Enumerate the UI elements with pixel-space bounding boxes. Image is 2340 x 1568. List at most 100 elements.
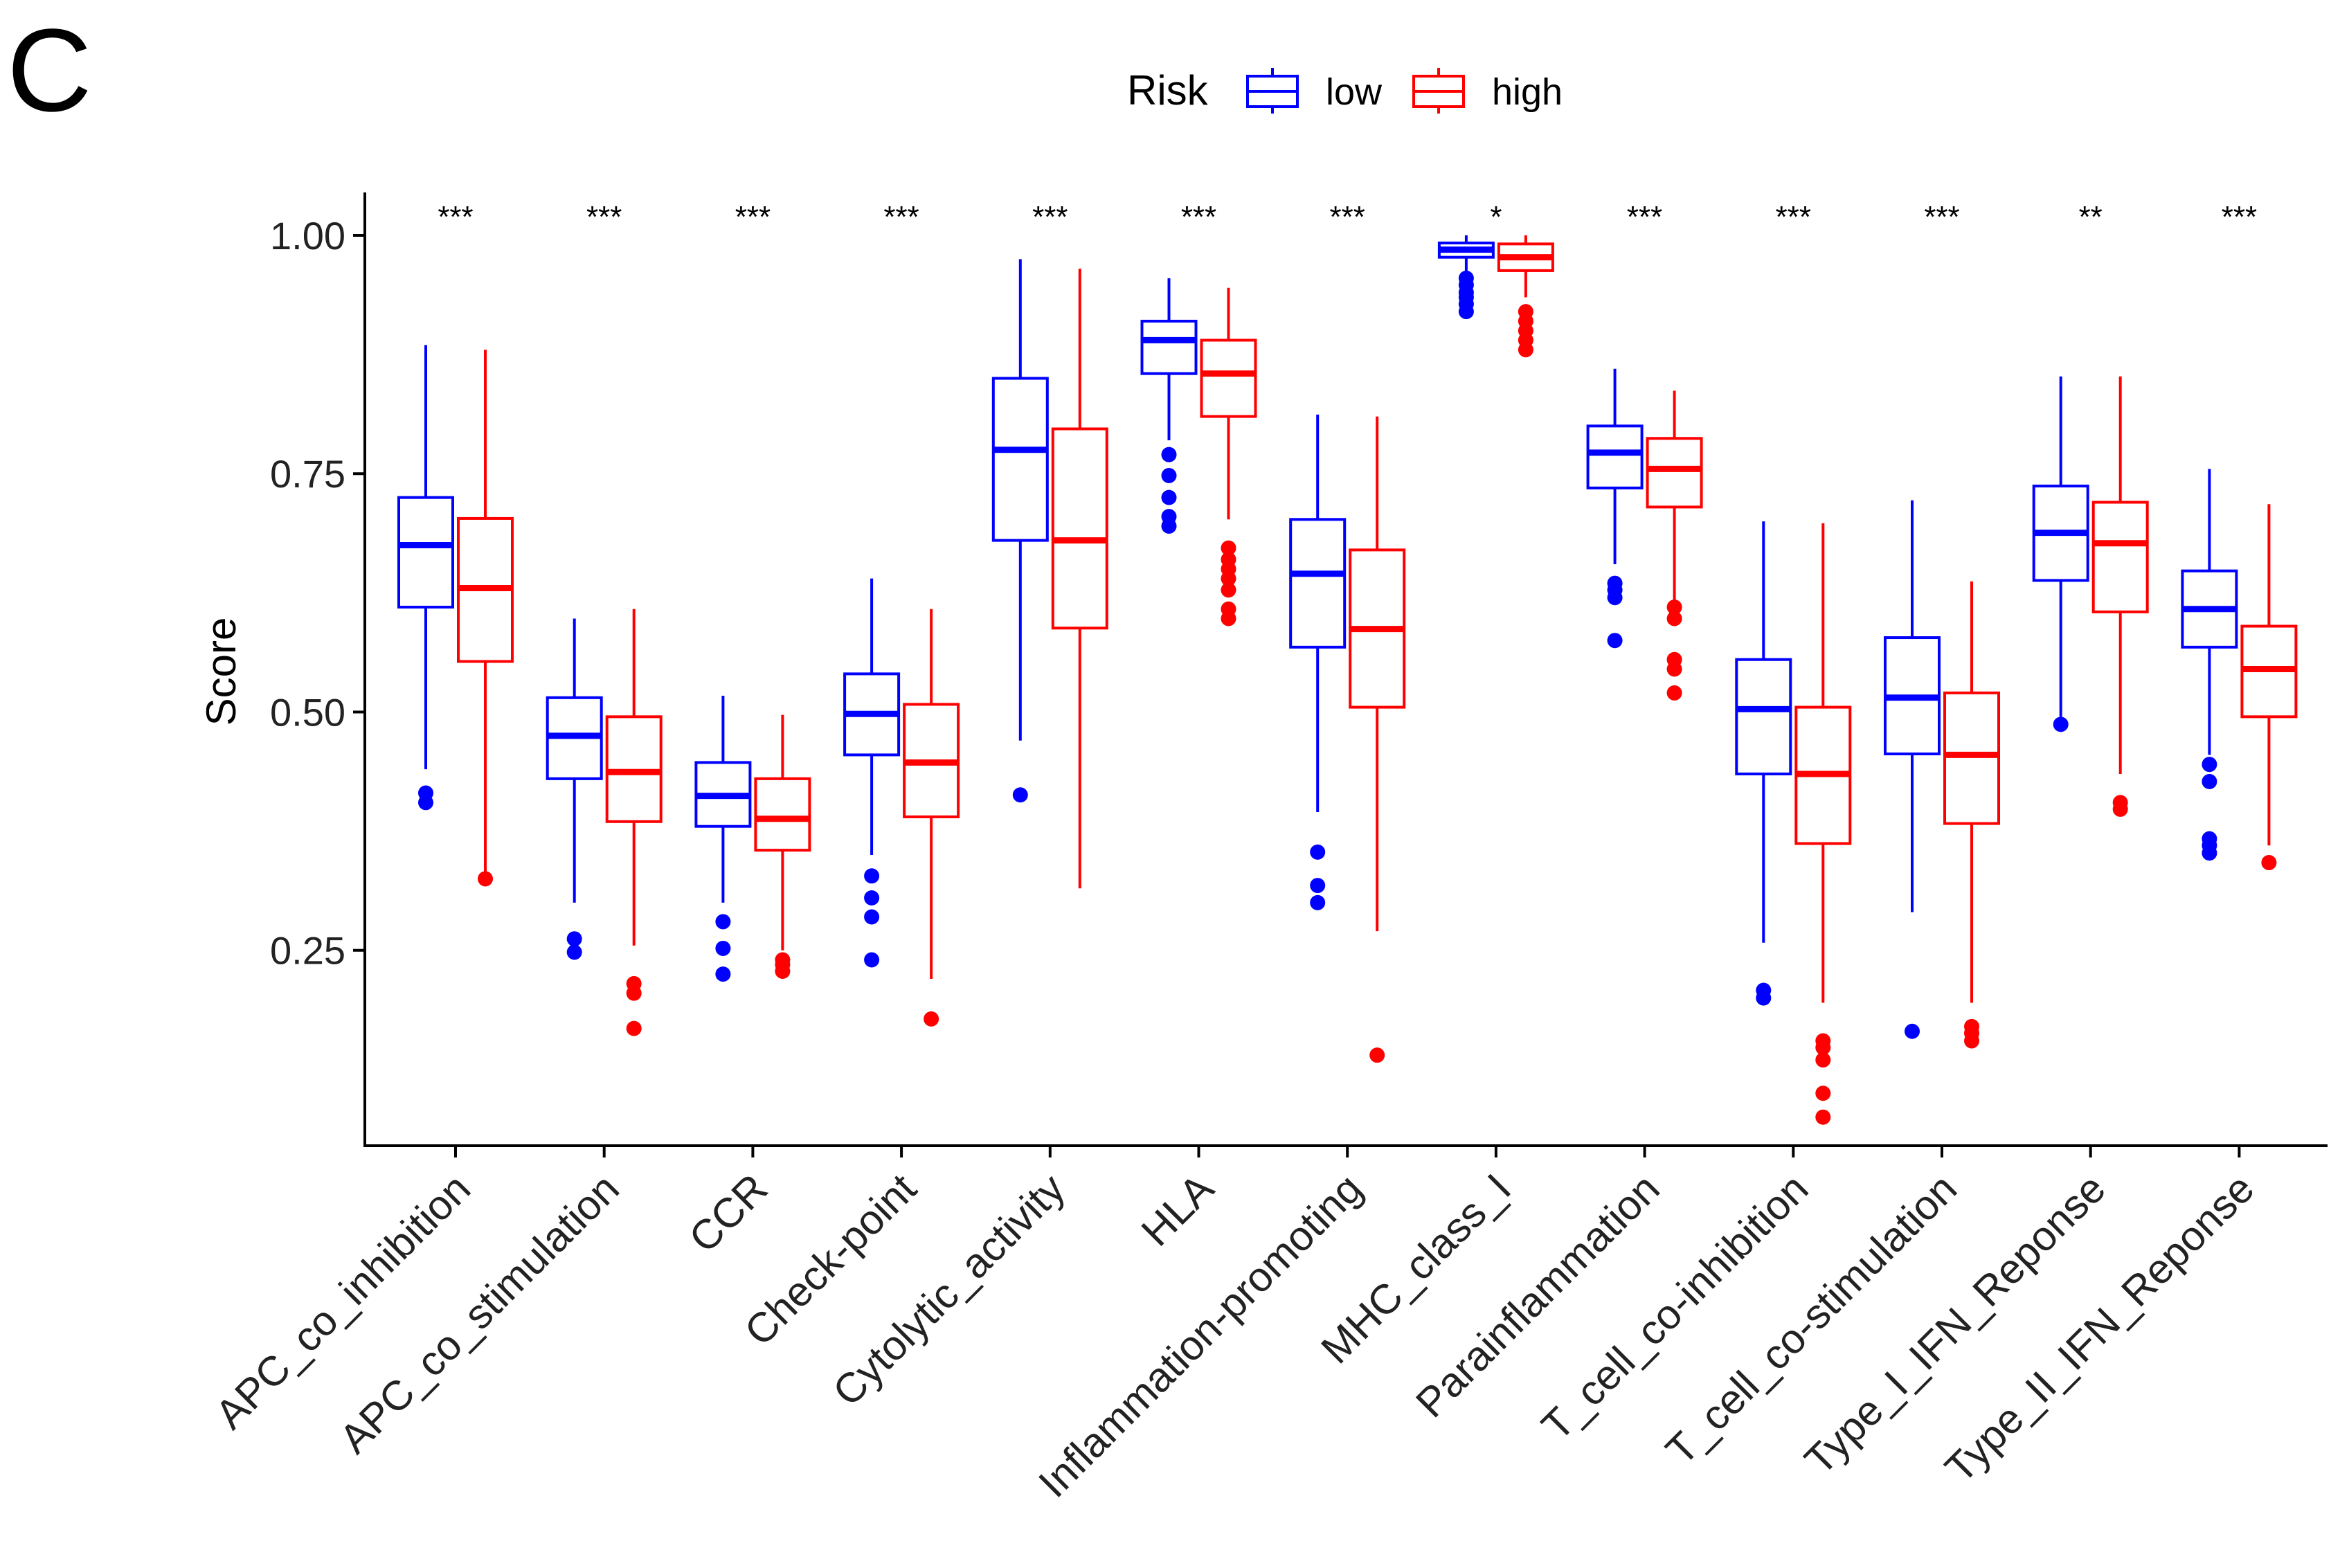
box-body-low-9 [1735, 658, 1792, 775]
outlier-low-5-1 [1161, 509, 1177, 525]
box-high-11 [2091, 376, 2149, 817]
x-tick-label-1: APC_co_stimulation [330, 1165, 627, 1462]
box-body-high-4 [1051, 427, 1108, 630]
y-tick-label-3: 1.00 [270, 214, 345, 258]
y-tick-label-1: 0.50 [270, 690, 345, 734]
x-tick-label-9: T_cell_co-inhibition [1533, 1165, 1817, 1450]
outlier-low-5-2 [1161, 489, 1177, 505]
outlier-low-6-1 [1310, 878, 1326, 894]
significance-label-8: *** [1627, 200, 1662, 234]
x-tick-label-10: T_cell_co-stimulation [1657, 1165, 1965, 1474]
outlier-low-11-0 [2053, 717, 2069, 732]
box-body-low-8 [1586, 424, 1644, 489]
box-body-low-0 [397, 496, 454, 609]
outlier-low-3-3 [864, 868, 880, 884]
legend: Risk low high [1127, 67, 1563, 114]
outlier-low-1-0 [566, 944, 582, 960]
significance-label-5: *** [1181, 200, 1216, 234]
outlier-high-12-0 [2261, 855, 2277, 871]
box-body-high-8 [1646, 437, 1703, 509]
outlier-low-10-0 [1905, 1023, 1920, 1039]
significance-label-10: *** [1924, 200, 1959, 234]
significance-label-7: * [1490, 200, 1502, 234]
outlier-low-12-4 [2202, 757, 2217, 773]
box-low-6 [1289, 414, 1347, 910]
outlier-low-3-1 [864, 909, 880, 925]
significance-label-3: *** [883, 200, 919, 234]
box-low-3 [843, 578, 901, 968]
outlier-high-0-0 [478, 871, 493, 887]
box-high-2 [754, 714, 811, 980]
outlier-high-8-4 [1666, 599, 1682, 615]
outlier-high-9-4 [1815, 1033, 1831, 1049]
box-low-5 [1140, 278, 1198, 534]
outlier-high-5-2 [1221, 582, 1236, 598]
y-axis-title: Score [198, 618, 244, 726]
outlier-low-5-3 [1161, 467, 1177, 483]
box-high-7 [1497, 235, 1554, 358]
box-high-12 [2240, 504, 2298, 871]
box-high-10 [1943, 581, 2000, 1049]
box-low-12 [2181, 469, 2238, 861]
panel-label: C [7, 5, 92, 136]
box-body-high-5 [1200, 339, 1257, 418]
outlier-low-8-3 [1607, 575, 1623, 591]
x-tick-label-2: CCR [680, 1165, 776, 1261]
outlier-low-12-2 [2202, 831, 2217, 847]
box-low-10 [1884, 500, 1941, 1039]
box-high-5 [1200, 287, 1257, 627]
outlier-low-5-4 [1161, 447, 1177, 462]
outlier-low-0-1 [418, 785, 433, 801]
x-tick-label-5: HLA [1133, 1165, 1223, 1255]
outlier-high-8-0 [1666, 685, 1682, 701]
plot-area: 0.250.500.751.00APC_co_inhibition***APC_… [206, 192, 2328, 1506]
outlier-low-6-0 [1310, 894, 1326, 910]
outlier-high-1-0 [626, 1020, 642, 1036]
x-tick-label-11: Type_I_IFN_Reponse [1796, 1165, 2114, 1484]
x-tick-label-8: Parainflammation [1407, 1165, 1668, 1427]
significance-label-1: *** [586, 200, 622, 234]
legend-key-high [1412, 68, 1465, 114]
box-body-low-4 [991, 377, 1049, 542]
outlier-high-8-3 [1666, 611, 1682, 627]
significance-label-0: *** [438, 200, 473, 234]
legend-label-high: high [1492, 71, 1563, 113]
outlier-high-5-5 [1221, 552, 1236, 568]
box-high-0 [457, 350, 514, 887]
outlier-low-3-0 [864, 952, 880, 968]
outlier-low-4-0 [1012, 787, 1028, 803]
significance-label-12: *** [2222, 200, 2257, 234]
outlier-high-1-2 [626, 975, 642, 991]
legend-key-low [1246, 68, 1299, 114]
box-body-high-11 [2091, 501, 2149, 613]
outlier-high-6-0 [1369, 1047, 1385, 1063]
box-high-9 [1794, 523, 1852, 1125]
box-low-1 [546, 618, 603, 960]
outlier-high-5-6 [1221, 540, 1236, 556]
outlier-low-9-1 [1756, 982, 1772, 998]
outlier-high-5-1 [1221, 601, 1236, 617]
box-body-low-6 [1289, 518, 1347, 649]
x-tick-label-12: Type_II_IFN_Reponse [1936, 1165, 2263, 1492]
outlier-low-6-2 [1310, 844, 1326, 860]
box-body-low-5 [1140, 319, 1198, 375]
box-high-4 [1051, 269, 1108, 889]
box-high-1 [605, 609, 663, 1036]
outlier-high-9-1 [1815, 1085, 1831, 1101]
outlier-high-2-2 [775, 952, 791, 968]
outlier-high-9-0 [1815, 1109, 1831, 1125]
outlier-high-10-2 [1964, 1018, 1979, 1034]
box-low-8 [1586, 368, 1644, 649]
outlier-high-7-4 [1518, 304, 1533, 320]
outlier-low-1-1 [566, 931, 582, 947]
outlier-low-2-1 [715, 940, 731, 956]
box-low-0 [397, 345, 454, 811]
legend-title: Risk [1127, 67, 1209, 114]
outlier-high-3-0 [924, 1011, 939, 1027]
x-tick-label-0: APC_co_inhibition [206, 1165, 479, 1438]
box-body-high-2 [754, 777, 811, 852]
y-tick-label-0: 0.25 [270, 929, 345, 973]
significance-label-2: *** [735, 200, 771, 234]
box-low-7 [1437, 235, 1495, 320]
